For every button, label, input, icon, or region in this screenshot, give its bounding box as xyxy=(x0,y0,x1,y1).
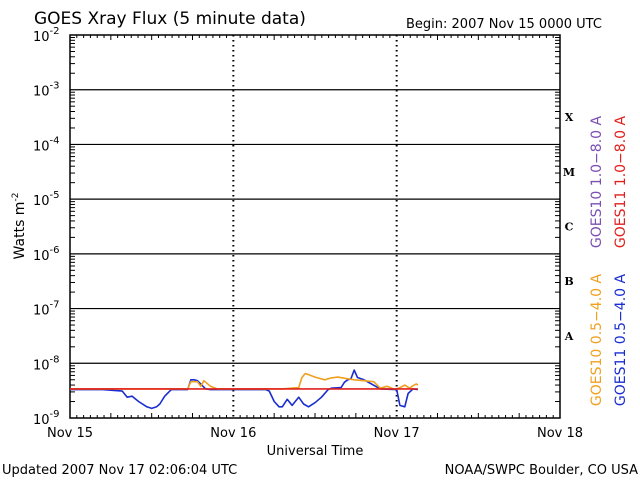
flare-class-label: B xyxy=(564,275,573,288)
y-tick-exponent: -9 xyxy=(50,409,60,420)
y-tick-exponent: -4 xyxy=(50,135,60,146)
y-tick-base: 10 xyxy=(33,358,50,373)
y-tick-label: 10-9 xyxy=(33,409,60,428)
chart-title: GOES Xray Flux (5 minute data) xyxy=(34,9,306,29)
y-tick-base: 10 xyxy=(33,194,50,209)
y-tick-base: 10 xyxy=(33,139,50,154)
data-series xyxy=(70,369,419,410)
updated-timestamp: Updated 2007 Nov 17 02:06:04 UTC xyxy=(2,463,237,478)
flare-class-labels: X M C B A xyxy=(563,111,575,343)
y-tick-exponent: -6 xyxy=(50,245,60,256)
legend-entry: GOES10 1.0−8.0 A xyxy=(589,116,605,249)
y-tick-exponent: -3 xyxy=(50,81,60,92)
x-axis-label: Universal Time xyxy=(267,444,364,459)
x-tick-label: Nov 15 xyxy=(47,426,93,441)
series-line xyxy=(70,372,419,390)
credit-line: NOAA/SWPC Boulder, CO USA xyxy=(445,463,638,478)
y-tick-label: 10-5 xyxy=(33,190,60,209)
flare-class-label: C xyxy=(565,221,574,234)
decade-gridlines xyxy=(70,37,560,403)
y-axis-label: Watts m-2 xyxy=(11,193,28,260)
y-tick-base: 10 xyxy=(33,85,50,100)
y-tick-base: 10 xyxy=(33,249,50,264)
y-tick-label: 10-3 xyxy=(33,81,60,100)
legend-entry: GOES10 0.5−4.0 A xyxy=(589,274,605,407)
x-tick-label: Nov 16 xyxy=(210,426,256,441)
y-tick-label: 10-4 xyxy=(33,135,60,154)
y-tick-base: 10 xyxy=(33,413,50,428)
y-tick-label: 10-6 xyxy=(33,245,60,264)
y-tick-exponent: -2 xyxy=(50,26,60,37)
flare-class-label: M xyxy=(563,166,575,179)
y-axis-label-sup: -2 xyxy=(11,193,21,202)
y-tick-label: 10-2 xyxy=(33,26,60,45)
begin-label: Begin: 2007 Nov 15 0000 UTC xyxy=(406,17,602,32)
y-tick-exponent: -7 xyxy=(50,300,60,311)
y-axis-label-text: Watts m xyxy=(12,202,28,260)
y-tick-labels: 10-210-310-410-510-610-710-810-9 xyxy=(33,26,60,428)
flare-class-label: A xyxy=(564,330,574,343)
legend-entry: GOES11 1.0−8.0 A xyxy=(613,116,629,249)
legend: GOES10 1.0−8.0 A GOES11 1.0−8.0 A GOES10 0… xyxy=(589,116,629,407)
series-line xyxy=(70,369,419,410)
flare-class-label: X xyxy=(565,111,574,124)
y-tick-base: 10 xyxy=(33,30,50,45)
legend-entry: GOES11 0.5−4.0 A xyxy=(613,274,629,407)
y-tick-label: 10-8 xyxy=(33,354,60,373)
x-tick-labels: Nov 15 Nov 16 Nov 17 Nov 18 xyxy=(47,426,583,441)
x-tick-label: Nov 18 xyxy=(537,426,583,441)
y-tick-exponent: -5 xyxy=(50,190,60,201)
day-divider-lines xyxy=(76,35,554,418)
y-tick-label: 10-7 xyxy=(33,300,60,319)
y-tick-exponent: -8 xyxy=(50,354,60,365)
plot-area xyxy=(69,34,561,419)
x-tick-label: Nov 17 xyxy=(374,426,420,441)
y-tick-base: 10 xyxy=(33,304,50,319)
